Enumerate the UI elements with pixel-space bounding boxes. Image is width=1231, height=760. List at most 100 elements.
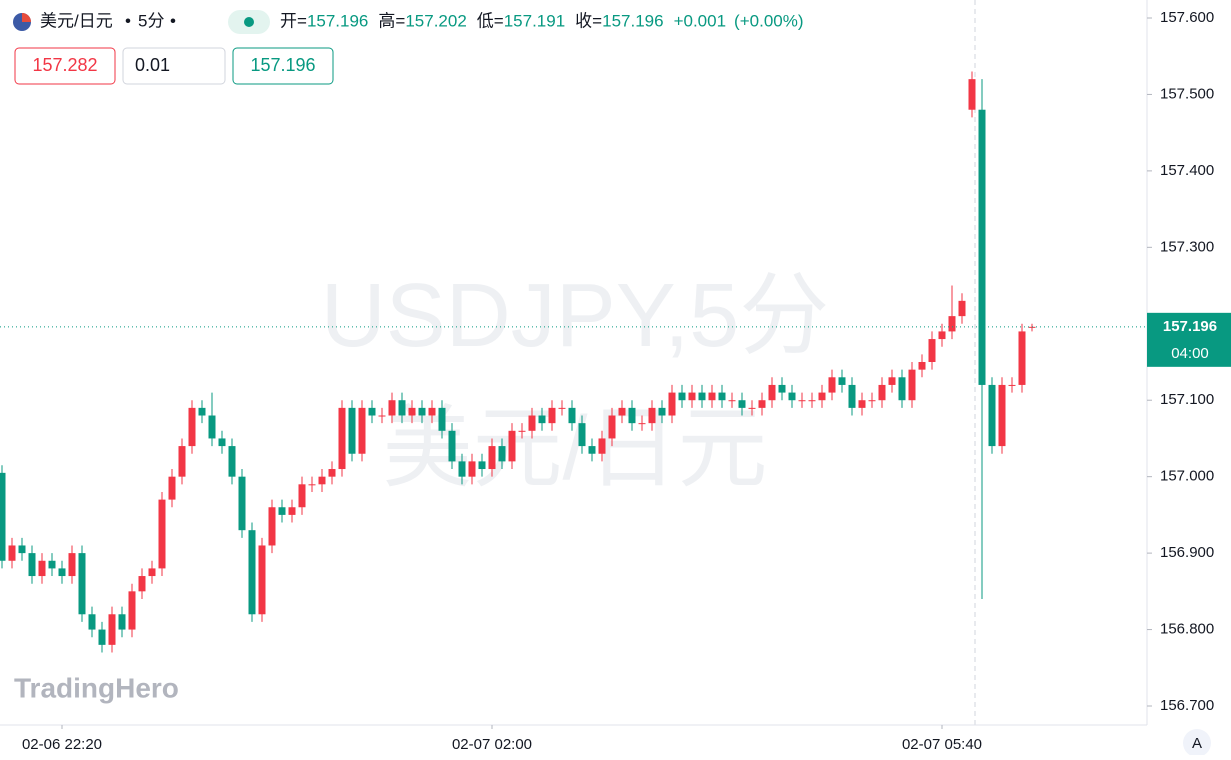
candle-body xyxy=(138,576,146,592)
candle-body xyxy=(658,407,666,416)
change-pct: (+0.00%) xyxy=(734,11,803,30)
candle-body xyxy=(218,438,226,447)
candle-body xyxy=(178,446,186,477)
candle-body xyxy=(958,300,966,317)
candle-body xyxy=(588,446,596,454)
last-price-tag xyxy=(1147,312,1231,367)
candle-body xyxy=(8,545,16,561)
candle-body xyxy=(238,476,246,531)
candle-body xyxy=(888,377,896,385)
candle-body xyxy=(788,392,796,401)
last-price-label: 157.196 xyxy=(1163,318,1217,335)
candle-body xyxy=(968,79,976,110)
candle-body xyxy=(568,407,576,424)
candle-body xyxy=(578,423,586,447)
candle-body xyxy=(858,400,866,408)
candle-body xyxy=(208,415,216,439)
candle-body xyxy=(368,407,376,416)
candle-body xyxy=(438,407,446,431)
symbol[interactable]: 美元/日元 xyxy=(40,11,113,30)
candle-body xyxy=(698,392,706,401)
candle-body xyxy=(498,446,506,462)
candle-body xyxy=(48,560,56,569)
candle-body xyxy=(948,316,956,332)
quantity-input[interactable] xyxy=(122,47,226,85)
candle-body xyxy=(38,560,46,577)
candle-body xyxy=(448,430,456,462)
candle-body xyxy=(418,407,426,416)
candle-body xyxy=(618,407,626,416)
quantity[interactable]: 0.01 xyxy=(135,55,170,75)
candle-body xyxy=(708,392,716,401)
candle-body xyxy=(458,461,466,477)
candle-body xyxy=(938,331,946,340)
candle-body xyxy=(748,407,756,409)
candle-body xyxy=(648,407,656,424)
auto-scale-button[interactable] xyxy=(1183,729,1211,757)
candle-body xyxy=(898,377,906,401)
candle-body xyxy=(1018,331,1026,385)
candle-body xyxy=(58,568,66,577)
buy-price[interactable]: 157.196 xyxy=(250,55,315,75)
candle-body xyxy=(778,384,786,393)
legend-value: 157.196 xyxy=(307,11,368,30)
y-tick-label: 156.800 xyxy=(1160,621,1214,638)
separator: • xyxy=(125,11,131,30)
candle-body xyxy=(338,407,346,470)
candle-body xyxy=(638,423,646,425)
auto-scale-label[interactable]: A xyxy=(1192,735,1202,752)
candle-body xyxy=(998,384,1006,447)
candle-body xyxy=(548,407,556,424)
candle-body xyxy=(908,369,916,401)
buy-button[interactable] xyxy=(232,47,334,85)
candle-body xyxy=(398,400,406,416)
candle-body xyxy=(128,591,136,630)
candle-body xyxy=(738,400,746,408)
candle-body xyxy=(318,476,326,485)
candle-body xyxy=(88,614,96,630)
candle-body xyxy=(528,415,536,431)
legend-value: 157.191 xyxy=(504,11,565,30)
separator: • xyxy=(170,11,176,30)
status-dot xyxy=(244,17,254,27)
legend-label: 低= xyxy=(477,11,504,30)
candle-body xyxy=(308,484,316,486)
candle-body xyxy=(518,430,526,432)
candle-body xyxy=(268,507,276,546)
candle-body xyxy=(408,407,416,416)
candle-body xyxy=(838,377,846,385)
candle-body xyxy=(878,384,886,401)
sell-price[interactable]: 157.282 xyxy=(32,55,97,75)
candle-body xyxy=(98,629,106,645)
candle-body xyxy=(168,476,176,500)
candle-body xyxy=(808,400,816,402)
interval[interactable]: 5分 xyxy=(138,11,164,30)
candle-body xyxy=(768,384,776,401)
candle-body xyxy=(18,545,26,554)
candle-body xyxy=(158,499,166,569)
countdown: 04:00 xyxy=(1171,345,1209,362)
candle-body xyxy=(348,407,356,454)
candle-body xyxy=(608,415,616,439)
candle-body xyxy=(558,407,566,409)
candle-body xyxy=(718,392,726,401)
legend-label: 高= xyxy=(378,11,405,30)
y-tick-label: 157.100 xyxy=(1160,391,1214,408)
candle-body xyxy=(628,407,636,424)
watermark: USDJPY,5分 xyxy=(321,266,830,366)
y-tick-label: 157.600 xyxy=(1160,9,1214,26)
candle-body xyxy=(508,430,516,462)
candle-body xyxy=(328,469,336,477)
x-tick-label: 02-06 22:20 xyxy=(22,736,102,753)
candle-body xyxy=(598,438,606,454)
y-tick-label: 157.300 xyxy=(1160,238,1214,255)
y-tick-label: 157.500 xyxy=(1160,85,1214,102)
candle-body xyxy=(428,407,436,416)
candle-body xyxy=(818,392,826,401)
candle-body xyxy=(1008,384,1016,386)
sell-button[interactable] xyxy=(14,47,116,85)
y-tick-label: 157.400 xyxy=(1160,162,1214,179)
candle-body xyxy=(488,446,496,470)
x-tick-label: 02-07 02:00 xyxy=(452,736,532,753)
candle-body xyxy=(288,507,296,515)
